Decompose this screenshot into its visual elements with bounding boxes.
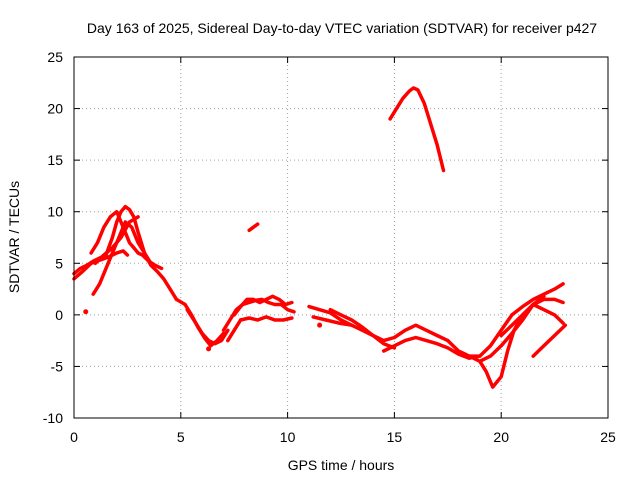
x-tick-label: 15 [387, 429, 403, 445]
series-track-t [478, 302, 565, 364]
grid-lines [74, 57, 608, 418]
series-track-u [531, 323, 568, 358]
y-tick-label: 10 [47, 204, 63, 220]
y-tick-label: 5 [55, 255, 63, 271]
series-track-l [247, 222, 260, 233]
x-tick-label: 20 [493, 429, 509, 445]
y-tick-label: 20 [47, 101, 63, 117]
series-track-j [238, 315, 294, 322]
series-track-d [91, 220, 153, 296]
x-tick-label: 0 [70, 429, 78, 445]
series-track-o [381, 335, 482, 360]
series-track-s [467, 282, 565, 358]
series-track-q [388, 86, 446, 173]
data-series-layer [72, 86, 568, 389]
y-tick-label: -5 [51, 358, 64, 374]
data-point [317, 322, 323, 328]
series-track-b [72, 249, 130, 281]
series-track-m [307, 304, 397, 350]
chart-title: Day 163 of 2025, Sidereal Day-to-day VTE… [87, 20, 597, 36]
y-tick-label: 15 [47, 152, 63, 168]
y-tick-label: 25 [47, 49, 63, 65]
plot-frame [73, 56, 609, 419]
series-track-p [311, 315, 354, 327]
y-tick-label: -10 [43, 410, 63, 426]
x-tick-label: 25 [600, 429, 616, 445]
series-track-k [226, 318, 243, 343]
x-tick-label: 10 [280, 429, 296, 445]
data-point [83, 309, 89, 315]
axis-ticks [73, 56, 609, 419]
y-axis-label: SDTVAR / TECUs [6, 181, 22, 293]
y-tick-label: 0 [55, 307, 63, 323]
x-tick-labels: 0 5 10 15 20 25 [70, 429, 616, 445]
x-axis-label: GPS time / hours [288, 457, 395, 473]
series-track-f [174, 297, 226, 348]
series-track-g [185, 307, 230, 346]
series-track-v [499, 294, 546, 338]
series-track-e [93, 215, 140, 266]
series-track-i [232, 294, 294, 317]
data-point [206, 346, 212, 352]
y-tick-labels: -10 -5 0 5 10 15 20 25 [43, 49, 63, 426]
series-track-n [328, 307, 450, 343]
x-tick-label: 5 [177, 429, 185, 445]
